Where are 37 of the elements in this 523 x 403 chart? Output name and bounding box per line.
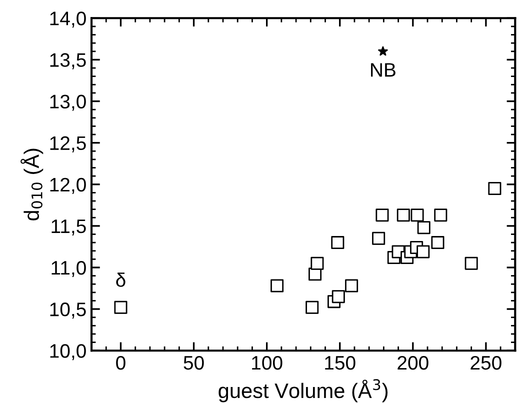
point — [332, 290, 345, 304]
annotation: δ — [116, 272, 126, 287]
point — [270, 279, 284, 292]
point — [345, 279, 358, 292]
point — [416, 245, 430, 258]
point — [310, 256, 324, 270]
point — [331, 236, 344, 250]
x-tick-label: 250 — [470, 356, 502, 370]
point — [376, 208, 389, 222]
point — [372, 232, 386, 245]
point — [306, 300, 319, 314]
y-tick-label: 11,0 — [52, 260, 86, 278]
point — [114, 300, 128, 314]
y-tick-label: 13,0 — [50, 94, 86, 111]
point — [488, 182, 502, 196]
x-axis-title: guest Volume (Å$^{3}$) — [218, 379, 388, 402]
y-tick-label: 12,0 — [50, 178, 86, 194]
y-axis-title: d$_{010}$ (Å) — [20, 148, 44, 220]
y-tick-label: 11,5 — [52, 220, 86, 236]
x-tick-label: 50 — [184, 356, 204, 370]
x-tick-label: 0 — [116, 356, 126, 370]
point — [434, 208, 448, 222]
y-tick-label: 10,5 — [50, 302, 86, 319]
x-tick-label: 100 — [252, 356, 282, 370]
point — [410, 208, 424, 222]
x-tick-label: 150 — [325, 356, 356, 370]
point — [431, 236, 444, 250]
point — [396, 208, 410, 222]
x-tick-label: 200 — [398, 356, 428, 370]
annotation: NB — [371, 63, 396, 77]
y-tick-label: 12,5 — [50, 136, 86, 152]
y-tick-label: 14,0 — [50, 12, 86, 28]
point — [378, 46, 388, 56]
y-tick-label: 13,5 — [50, 53, 86, 70]
y-tick-label: 10,0 — [50, 344, 86, 360]
point — [464, 256, 478, 270]
point — [417, 221, 430, 234]
